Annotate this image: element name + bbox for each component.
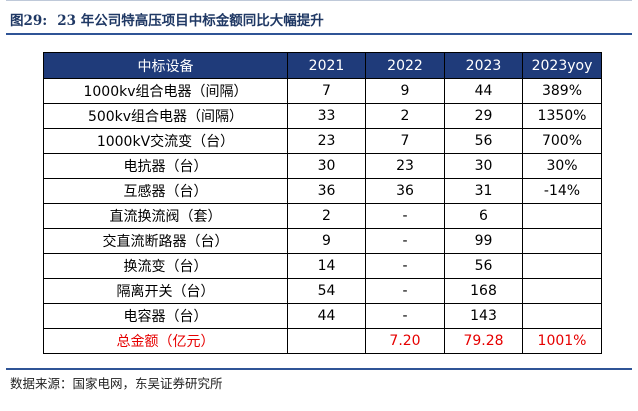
cell-equipment: 互感器（台） bbox=[43, 178, 288, 204]
cell-2021: 44 bbox=[287, 303, 366, 329]
cell-2023: 29 bbox=[444, 103, 523, 129]
bid-equipment-table: 中标设备 2021 2022 2023 2023yoy 1000kv组合电器（间… bbox=[43, 52, 602, 354]
cell-2023: 30 bbox=[444, 153, 523, 179]
title-rule bbox=[6, 33, 632, 35]
cell-yoy bbox=[522, 203, 602, 229]
cell-equipment: 换流变（台） bbox=[43, 253, 288, 279]
cell-2021: 36 bbox=[287, 178, 366, 204]
total-2021 bbox=[287, 328, 366, 354]
cell-equipment: 交直流断路器（台） bbox=[43, 228, 288, 254]
cell-yoy bbox=[522, 228, 602, 254]
cell-2021: 33 bbox=[287, 103, 366, 129]
cell-yoy: 30% bbox=[522, 153, 602, 179]
cell-2021: 23 bbox=[287, 128, 366, 154]
cell-2021: 2 bbox=[287, 203, 366, 229]
cell-2022: - bbox=[365, 303, 445, 329]
cell-2022: - bbox=[365, 228, 445, 254]
cell-2022: 9 bbox=[365, 78, 445, 104]
top-rule bbox=[6, 0, 632, 1]
cell-2023: 31 bbox=[444, 178, 523, 204]
cell-equipment: 电抗器（台） bbox=[43, 153, 288, 179]
table-row: 换流变（台） 14 - 56 bbox=[43, 253, 602, 279]
table-row: 互感器（台） 36 36 31 -14% bbox=[43, 178, 602, 204]
total-2022: 7.20 bbox=[365, 328, 445, 354]
cell-2023: 99 bbox=[444, 228, 523, 254]
table-header-row: 中标设备 2021 2022 2023 2023yoy bbox=[43, 52, 602, 79]
cell-2022: 7 bbox=[365, 128, 445, 154]
cell-equipment: 500kv组合电器（间隔） bbox=[43, 103, 288, 129]
cell-2023: 56 bbox=[444, 128, 523, 154]
cell-yoy: 700% bbox=[522, 128, 602, 154]
header-2021: 2021 bbox=[287, 52, 366, 79]
table-row: 电抗器（台） 30 23 30 30% bbox=[43, 153, 602, 179]
cell-yoy bbox=[522, 253, 602, 279]
total-yoy: 1001% bbox=[522, 328, 602, 354]
figure-label: 图29: bbox=[10, 13, 48, 29]
cell-2021: 54 bbox=[287, 278, 366, 304]
cell-2021: 7 bbox=[287, 78, 366, 104]
cell-yoy bbox=[522, 278, 602, 304]
cell-2023: 168 bbox=[444, 278, 523, 304]
cell-yoy: 389% bbox=[522, 78, 602, 104]
cell-2023: 143 bbox=[444, 303, 523, 329]
table-row: 500kv组合电器（间隔） 33 2 29 1350% bbox=[43, 103, 602, 129]
cell-yoy: 1350% bbox=[522, 103, 602, 129]
header-equipment: 中标设备 bbox=[43, 52, 288, 79]
table-row: 交直流断路器（台） 9 - 99 bbox=[43, 228, 602, 254]
cell-2021: 14 bbox=[287, 253, 366, 279]
header-2023yoy: 2023yoy bbox=[522, 52, 602, 79]
cell-equipment: 1000kv组合电器（间隔） bbox=[43, 78, 288, 104]
cell-2023: 56 bbox=[444, 253, 523, 279]
cell-yoy bbox=[522, 303, 602, 329]
cell-equipment: 隔离开关（台） bbox=[43, 278, 288, 304]
table-row: 直流换流阀（套） 2 - 6 bbox=[43, 203, 602, 229]
figure-title-text: 23 年公司特高压项目中标金额同比大幅提升 bbox=[57, 13, 324, 29]
table-row: 1000kV交流变（台） 23 7 56 700% bbox=[43, 128, 602, 154]
cell-2023: 44 bbox=[444, 78, 523, 104]
cell-yoy: -14% bbox=[522, 178, 602, 204]
table-row: 电容器（台） 44 - 143 bbox=[43, 303, 602, 329]
cell-2023: 6 bbox=[444, 203, 523, 229]
cell-equipment: 电容器（台） bbox=[43, 303, 288, 329]
cell-2021: 9 bbox=[287, 228, 366, 254]
cell-equipment: 直流换流阀（套） bbox=[43, 203, 288, 229]
total-label: 总金额（亿元） bbox=[43, 328, 288, 354]
table-row: 隔离开关（台） 54 - 168 bbox=[43, 278, 602, 304]
header-2023: 2023 bbox=[444, 52, 523, 79]
table-row: 1000kv组合电器（间隔） 7 9 44 389% bbox=[43, 78, 602, 104]
table-container: 中标设备 2021 2022 2023 2023yoy 1000kv组合电器（间… bbox=[43, 52, 602, 354]
cell-2022: - bbox=[365, 253, 445, 279]
bottom-rule bbox=[6, 368, 632, 370]
cell-equipment: 1000kV交流变（台） bbox=[43, 128, 288, 154]
cell-2021: 30 bbox=[287, 153, 366, 179]
source-note: 数据来源：国家电网，东吴证券研究所 bbox=[10, 376, 223, 391]
cell-2022: 23 bbox=[365, 153, 445, 179]
cell-2022: 2 bbox=[365, 103, 445, 129]
figure-title: 图29: 23 年公司特高压项目中标金额同比大幅提升 bbox=[10, 11, 324, 31]
header-2022: 2022 bbox=[365, 52, 445, 79]
cell-2022: - bbox=[365, 203, 445, 229]
cell-2022: 36 bbox=[365, 178, 445, 204]
total-2023: 79.28 bbox=[444, 328, 523, 354]
cell-2022: - bbox=[365, 278, 445, 304]
total-row: 总金额（亿元） 7.20 79.28 1001% bbox=[43, 328, 602, 354]
